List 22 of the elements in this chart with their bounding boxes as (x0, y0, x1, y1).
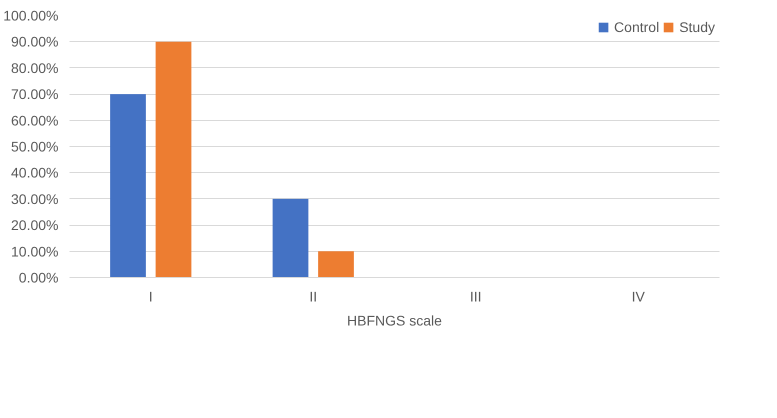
bar (318, 251, 354, 278)
y-tick-label: 40.00% (11, 164, 58, 181)
y-tick-label: 10.00% (11, 243, 58, 260)
y-tick-label: 0.00% (18, 270, 59, 286)
y-tick-label: 90.00% (11, 34, 58, 50)
y-tick-label: 60.00% (11, 112, 58, 128)
y-tick-label: 50.00% (11, 138, 58, 154)
x-tick-label: I (148, 288, 153, 304)
x-tick-label: IV (632, 288, 646, 304)
y-tick-label: 80.00% (11, 60, 58, 76)
x-tick-label: III (470, 288, 482, 304)
bar (110, 94, 146, 278)
bar (156, 42, 192, 278)
legend-label: Study (679, 19, 715, 35)
bar (272, 198, 308, 278)
x-tick-label: II (309, 288, 318, 304)
y-tick-label: 70.00% (11, 86, 58, 102)
x-axis-title: HBFNGS scale (347, 312, 442, 328)
y-tick-label: 20.00% (11, 217, 58, 234)
y-tick-label: 30.00% (11, 190, 58, 207)
y-tick-label: 100.00% (3, 8, 59, 24)
legend-label: Control (614, 19, 660, 35)
